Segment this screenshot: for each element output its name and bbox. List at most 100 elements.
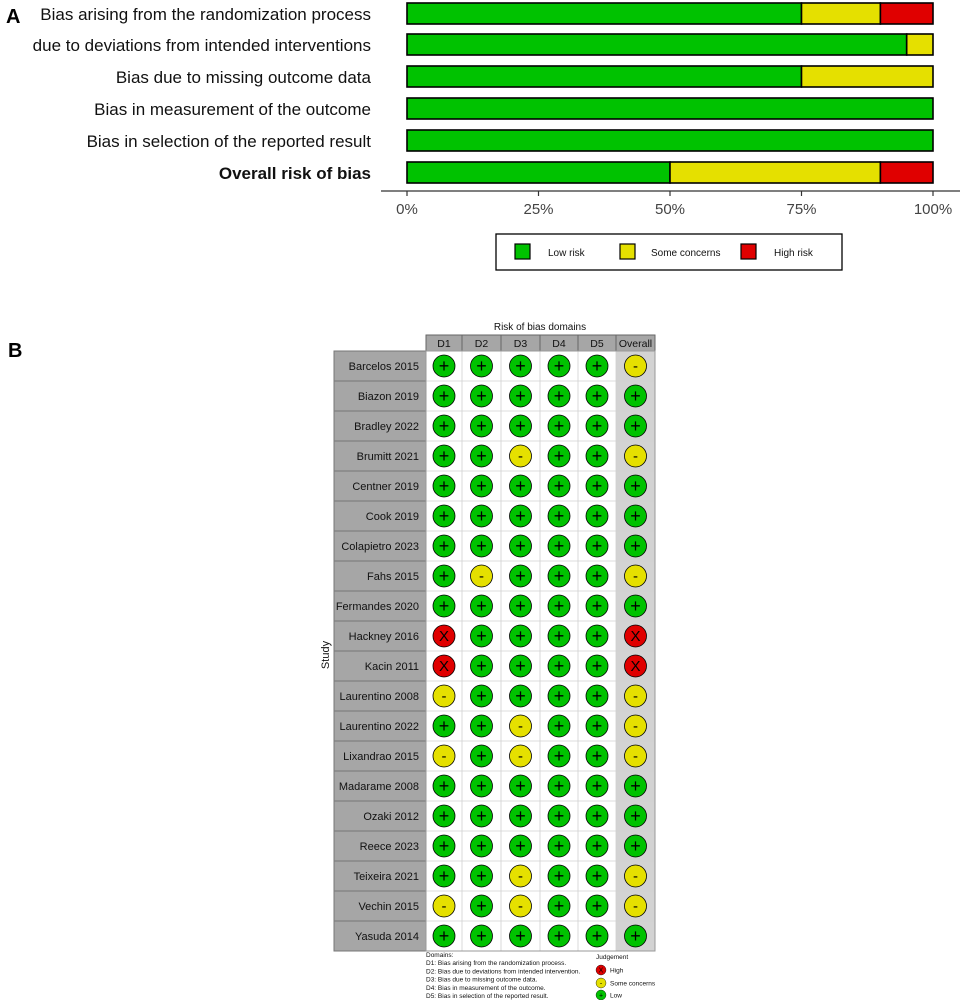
judgement-low-marker [585, 384, 609, 408]
judgement-legend-label: Some concerns [610, 981, 656, 988]
judgement-low-marker [624, 384, 647, 408]
judgement-low-marker [547, 564, 571, 588]
bar-segment [406, 65, 803, 88]
judgement-symbol: + [515, 626, 526, 646]
study-label-cell [333, 410, 427, 442]
judgement-symbol: + [554, 446, 565, 466]
judgement-low-marker [547, 474, 571, 498]
judgement-symbol: - [479, 568, 484, 585]
judgement-some-marker [624, 444, 647, 468]
study-label: Ozaki 2012 [363, 811, 419, 823]
judgement-symbol: + [439, 806, 450, 826]
judgement-symbol: + [592, 716, 603, 736]
column-header-label: D5 [590, 338, 604, 350]
study-label-cell [333, 470, 427, 502]
judgement-low-marker [509, 804, 532, 828]
judgement-symbol: + [476, 866, 487, 886]
x-tick-label: 0% [396, 201, 418, 218]
judgement-low-marker [470, 864, 493, 888]
judgement-symbol: + [592, 596, 603, 616]
judgement-symbol: - [633, 448, 638, 465]
judgement-low-marker [547, 504, 571, 528]
judgement-symbol: + [592, 506, 603, 526]
judgement-symbol: + [476, 686, 487, 706]
grid-border [425, 350, 656, 952]
judgement-low-marker [585, 474, 609, 498]
bar-segment [406, 33, 908, 56]
column-header-label: Overall [619, 338, 652, 350]
x-tick-label: 50% [655, 201, 685, 218]
judgement-low-marker [432, 714, 456, 738]
judgement-low-marker [470, 534, 493, 558]
study-label: Yasuda 2014 [355, 931, 419, 943]
judgement-low-marker [509, 504, 532, 528]
judgement-symbol: + [592, 416, 603, 436]
category-label: Bias due to missing outcome data [116, 68, 372, 87]
legend-label: High risk [774, 248, 814, 259]
summary-bar-chart: Bias arising from the randomization proc… [33, 2, 960, 271]
judgement-symbol: + [592, 356, 603, 376]
judgement-legend-label: Low [610, 993, 622, 1000]
judgement-symbol: + [554, 566, 565, 586]
judgement-symbol: + [476, 506, 487, 526]
judgement-symbol: + [554, 806, 565, 826]
judgement-low-marker [547, 924, 571, 948]
judgement-symbol: - [442, 898, 447, 915]
judgement-some-marker [432, 684, 456, 708]
judgement-low-marker [509, 684, 532, 708]
x-tick-label: 25% [523, 201, 553, 218]
bar-segment [905, 33, 934, 56]
judgement-some-marker [624, 714, 647, 738]
x-tick-label: 75% [786, 201, 816, 218]
judgement-symbol: - [518, 748, 523, 765]
column-header-label: D2 [475, 338, 489, 350]
judgement-low-marker [585, 714, 609, 738]
study-label: Laurentino 2008 [339, 691, 419, 703]
panel-b-label: B [8, 340, 23, 362]
judgement-symbol: + [515, 536, 526, 556]
judgement-symbol: + [476, 476, 487, 496]
study-label-cell [333, 860, 427, 892]
judgement-symbol: + [439, 446, 450, 466]
judgement-low-marker [624, 924, 647, 948]
judgement-low-marker [585, 864, 609, 888]
judgement-symbol: + [476, 746, 487, 766]
domain-definition: D5: Bias in selection of the reported re… [426, 993, 549, 1000]
legend-swatch [514, 243, 531, 260]
judgement-high-marker [624, 624, 647, 648]
study-label: Vechin 2015 [358, 901, 419, 913]
bar-segment [406, 129, 934, 152]
judgement-symbol: + [515, 806, 526, 826]
judgement-low-marker [547, 894, 571, 918]
judgement-low-marker [624, 594, 647, 618]
judgement-low-marker [547, 534, 571, 558]
judgement-some-marker [624, 684, 647, 708]
judgement-symbol: + [630, 926, 641, 946]
judgement-low-marker [585, 684, 609, 708]
study-label-cell [333, 440, 427, 472]
judgement-symbol: - [442, 688, 447, 705]
judgement-some-marker [432, 744, 456, 768]
judgement-symbol: + [630, 476, 641, 496]
judgement-symbol: + [515, 506, 526, 526]
judgement-low-marker [470, 474, 493, 498]
judgement-low-marker [585, 504, 609, 528]
judgement-symbol: + [515, 416, 526, 436]
judgement-symbol: - [633, 358, 638, 375]
study-label-cell [333, 530, 427, 562]
judgement-symbol: + [630, 806, 641, 826]
judgement-legend-symbol: X [599, 968, 604, 975]
judgement-low-marker [470, 714, 493, 738]
judgement-low-marker [432, 594, 456, 618]
column-header-label: D3 [514, 338, 528, 350]
judgement-low-marker [470, 744, 493, 768]
judgement-symbol: + [515, 356, 526, 376]
study-label: Colapietro 2023 [341, 541, 419, 553]
judgement-legend-high-icon [595, 964, 607, 976]
judgement-symbol: + [439, 416, 450, 436]
judgement-low-marker [509, 354, 532, 378]
judgement-symbol: + [592, 686, 603, 706]
judgement-low-marker [509, 774, 532, 798]
judgement-symbol: + [476, 536, 487, 556]
judgement-low-marker [470, 624, 493, 648]
